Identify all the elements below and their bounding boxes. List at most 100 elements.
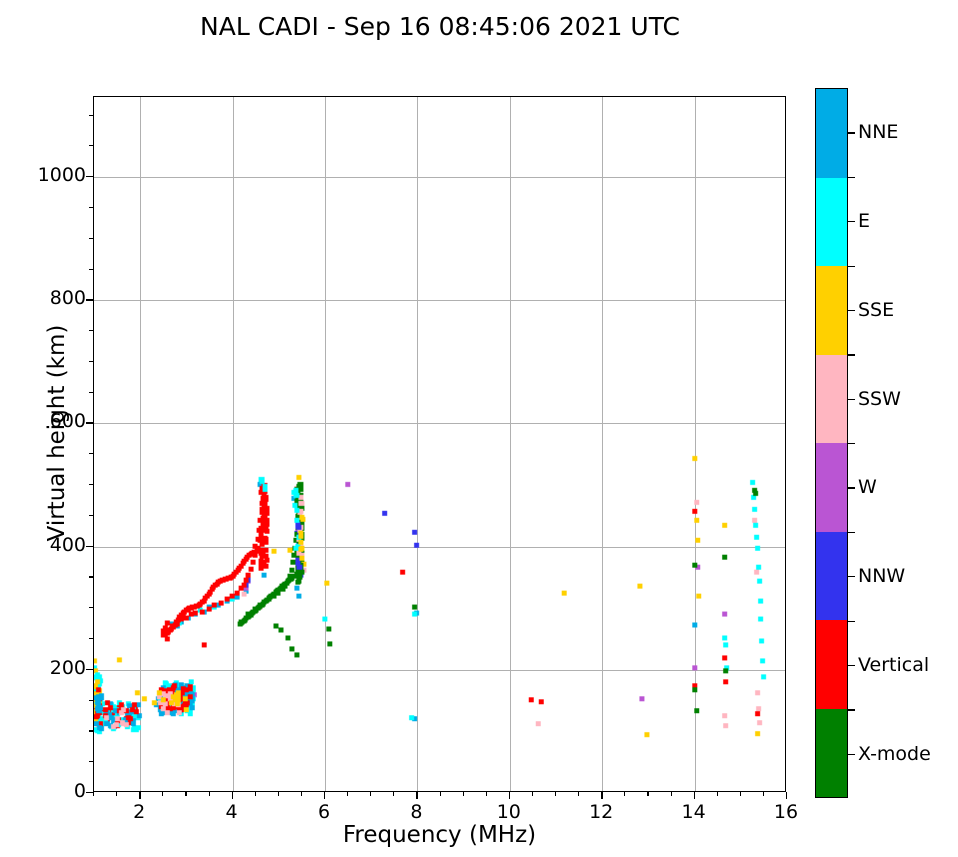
colorbar-segment-vertical[interactable] [816, 620, 847, 709]
colorbar-segment-w[interactable] [816, 443, 847, 532]
y-tick-major [86, 176, 93, 178]
colorbar-segment-nnw[interactable] [816, 531, 847, 620]
x-tick-label: 8 [410, 801, 423, 823]
x-tick-major [786, 792, 788, 799]
y-tick-minor [89, 391, 93, 393]
x-tick-minor [578, 792, 580, 796]
colorbar-segment-nne[interactable] [816, 89, 847, 178]
y-tick-minor [89, 761, 93, 763]
colorbar[interactable] [815, 88, 848, 798]
y-tick-label: 1000 [37, 164, 86, 187]
colorbar-label-vertical: Vertical [858, 653, 930, 676]
x-tick-minor [162, 792, 164, 796]
x-tick-minor [555, 792, 557, 796]
colorbar-segment-sse[interactable] [816, 266, 847, 355]
x-tick-minor [670, 792, 672, 796]
y-tick-minor [89, 453, 93, 455]
x-tick-minor [485, 792, 487, 796]
x-tick-label: 2 [133, 801, 146, 823]
colorbar-tick [848, 398, 855, 400]
y-tick-major [86, 545, 93, 547]
x-tick-minor [185, 792, 187, 796]
y-tick-major [86, 299, 93, 301]
x-tick-label: 14 [681, 801, 706, 823]
y-tick-major [86, 422, 93, 424]
x-tick-label: 12 [589, 801, 614, 823]
x-tick-minor [624, 792, 626, 796]
scatter-canvas [94, 97, 785, 791]
y-tick-minor [89, 268, 93, 270]
x-tick-minor [277, 792, 279, 796]
plot-area [93, 96, 786, 792]
colorbar-label-e: E [858, 210, 871, 233]
y-tick-minor [89, 514, 93, 516]
colorbar-boundary-tick [848, 709, 855, 711]
colorbar-tick [848, 132, 855, 134]
colorbar-segment-e[interactable] [816, 177, 847, 266]
x-tick-minor [439, 792, 441, 796]
x-tick-minor [531, 792, 534, 796]
colorbar-label-ssw: SSW [858, 387, 901, 410]
x-tick-label: 10 [496, 801, 521, 823]
y-tick-minor [89, 607, 93, 609]
x-tick-minor [208, 792, 210, 796]
x-tick-minor [762, 792, 765, 796]
colorbar-label-w: W [858, 476, 877, 499]
colorbar-tick [848, 576, 855, 578]
colorbar-boundary-tick [848, 531, 855, 534]
x-tick-major [231, 792, 233, 799]
colorbar-boundary-tick [848, 265, 855, 267]
colorbar-segment-x-mode[interactable] [816, 708, 847, 797]
y-tick-minor [89, 206, 93, 209]
colorbar-tick [848, 487, 855, 489]
x-tick-major [324, 792, 326, 799]
y-tick-label: 600 [49, 410, 86, 433]
colorbar-tick [848, 664, 855, 667]
x-tick-major [508, 792, 511, 799]
x-tick-minor [370, 792, 372, 796]
x-tick-minor [347, 792, 349, 796]
y-tick-minor [89, 484, 93, 486]
colorbar-boundary-tick [848, 443, 855, 445]
colorbar-boundary-tick [848, 176, 855, 179]
x-tick-label: 6 [317, 801, 331, 823]
x-tick-minor [116, 792, 118, 796]
colorbar-tick [848, 221, 855, 223]
x-tick-minor [716, 792, 718, 796]
x-tick-label: 16 [773, 801, 799, 823]
y-tick-major [86, 668, 93, 671]
page-title: NAL CADI - Sep 16 08:45:06 2021 UTC [200, 12, 680, 41]
y-tick-label: 400 [49, 533, 86, 556]
x-tick-minor [300, 792, 303, 796]
colorbar-segment-ssw[interactable] [816, 354, 847, 443]
colorbar-label-nne: NNE [858, 121, 899, 144]
y-tick-minor [89, 699, 93, 701]
colorbar-tick [848, 309, 855, 312]
y-tick-minor [89, 576, 93, 578]
x-tick-major [693, 792, 695, 799]
y-tick-minor [89, 114, 93, 116]
x-tick-major [416, 792, 418, 799]
y-tick-minor [89, 360, 93, 362]
y-tick-major [86, 792, 93, 794]
y-tick-minor [89, 730, 93, 732]
x-tick-major [139, 792, 141, 799]
x-tick-minor [393, 792, 395, 796]
y-tick-label: 800 [49, 287, 86, 310]
y-tick-minor [89, 330, 93, 332]
colorbar-label-sse: SSE [858, 298, 895, 321]
x-tick-minor [254, 792, 256, 796]
y-axis-label: Virtual height (km) [44, 324, 70, 542]
x-axis-label: Frequency (MHz) [342, 822, 537, 848]
x-tick-minor [93, 792, 95, 796]
x-tick-label: 4 [225, 801, 238, 823]
y-tick-minor [89, 638, 93, 640]
y-tick-label: 200 [49, 656, 86, 679]
colorbar-boundary-tick [848, 620, 855, 622]
y-tick-minor [89, 145, 93, 147]
x-tick-minor [647, 792, 649, 796]
x-tick-minor [462, 792, 464, 796]
x-tick-major [601, 792, 603, 799]
y-tick-label: 0 [73, 780, 86, 802]
